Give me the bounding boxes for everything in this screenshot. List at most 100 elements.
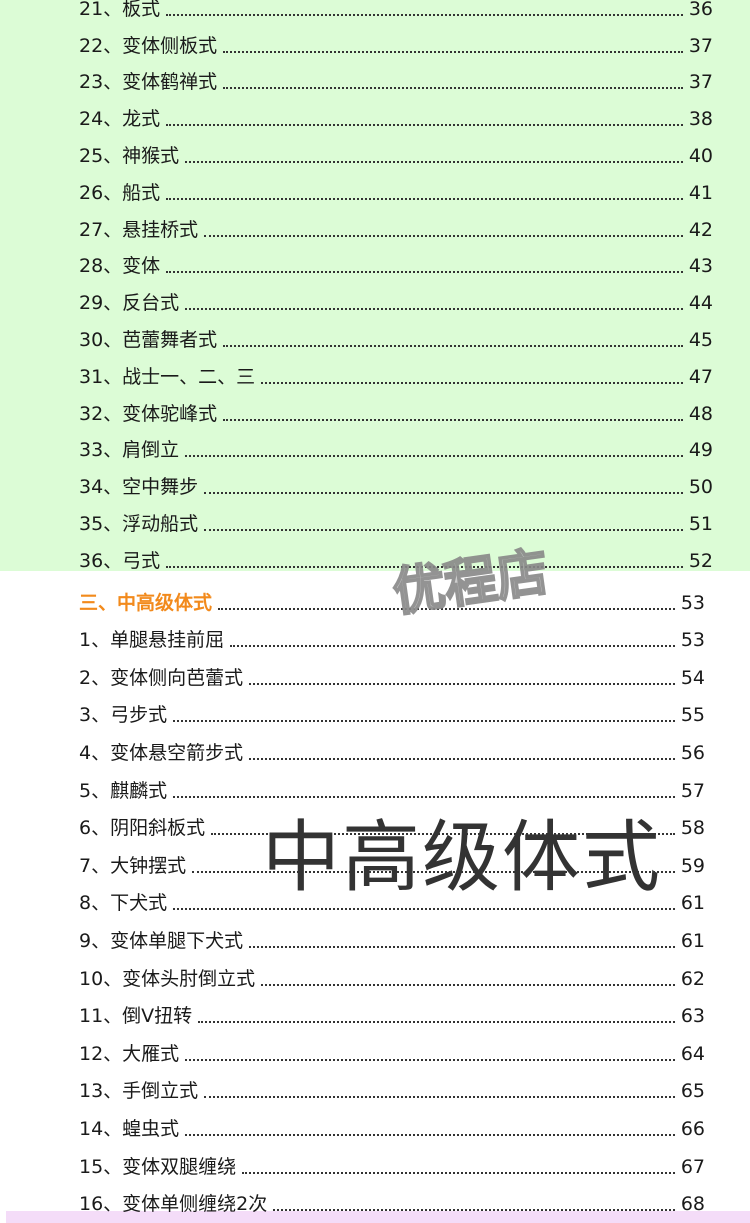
entry-label: 15、变体双腿缠绕 [79, 1155, 237, 1178]
toc-entry[interactable]: 35、浮动船式 51 [0, 499, 750, 536]
dot-leader [166, 197, 683, 200]
toc-entry[interactable]: 12、大雁式 64 [0, 1028, 750, 1066]
entry-page: 55 [680, 704, 705, 727]
dot-leader [173, 720, 675, 723]
dot-leader [249, 682, 675, 685]
entry-label: 2、变体侧向芭蕾式 [79, 666, 244, 689]
dot-leader [223, 50, 683, 53]
entry-page: 36 [688, 0, 713, 20]
toc-entry[interactable]: 5、麒麟式 57 [0, 765, 750, 803]
toc-section-heading[interactable]: 三、中高级体式 53 [0, 577, 750, 615]
toc-entry[interactable]: 6、阴阳斜板式 58 [0, 803, 750, 841]
entry-page: 49 [688, 439, 713, 462]
dot-leader [185, 455, 683, 458]
entry-label: 33、肩倒立 [79, 439, 180, 462]
entry-label: 9、变体单腿下犬式 [79, 929, 244, 952]
toc-entry[interactable]: 26、船式 41 [0, 168, 750, 205]
entry-page: 61 [680, 929, 705, 952]
toc-entry[interactable]: 36、弓式 52 [0, 536, 750, 573]
dot-leader [218, 607, 675, 610]
dot-leader [192, 870, 675, 873]
toc-entry[interactable]: 34、空中舞步 50 [0, 462, 750, 499]
toc-entry[interactable]: 9、变体单腿下犬式 61 [0, 915, 750, 953]
toc-entry[interactable]: 4、变体悬空箭步式 56 [0, 727, 750, 765]
dot-leader [204, 492, 683, 495]
toc-entry[interactable]: 23、变体鹤禅式 37 [0, 58, 750, 95]
entry-label: 36、弓式 [79, 549, 161, 572]
dot-leader [185, 1058, 675, 1061]
toc-entry[interactable]: 15、变体双腿缠绕 67 [0, 1141, 750, 1179]
entry-label: 3、弓步式 [79, 704, 168, 727]
entry-page: 48 [688, 402, 713, 425]
toc-entry[interactable]: 31、战士一、二、三 47 [0, 352, 750, 389]
entry-page: 53 [680, 629, 705, 652]
dot-leader [261, 381, 683, 384]
dot-leader [173, 795, 675, 798]
entry-label: 26、船式 [79, 181, 161, 204]
toc-entry[interactable]: 28、变体 43 [0, 242, 750, 279]
toc-entry[interactable]: 25、神猴式 40 [0, 131, 750, 168]
entry-page: 41 [688, 181, 713, 204]
entry-page: 64 [680, 1042, 705, 1065]
entry-page: 66 [680, 1117, 705, 1140]
toc-entry[interactable]: 11、倒V扭转 63 [0, 991, 750, 1029]
toc-entry[interactable]: 27、悬挂桥式 42 [0, 205, 750, 242]
toc-entry[interactable]: 8、下犬式 61 [0, 878, 750, 916]
entry-page: 52 [688, 549, 713, 572]
entry-label: 11、倒V扭转 [79, 1005, 193, 1028]
entry-page: 50 [688, 476, 713, 499]
entry-label: 31、战士一、二、三 [79, 365, 256, 388]
toc-bottom-list: 三、中高级体式 53 1、单腿悬挂前屈 53 2、变体侧向芭蕾式 54 3、弓步式 55 4… [0, 577, 750, 1216]
entry-page: 37 [688, 71, 713, 94]
entry-page: 57 [680, 779, 705, 802]
toc-entry[interactable]: 22、变体侧板式 37 [0, 21, 750, 58]
toc-entry[interactable]: 32、变体驼峰式 48 [0, 389, 750, 426]
dot-leader [173, 908, 675, 911]
dot-leader [185, 160, 683, 163]
dot-leader [211, 833, 675, 836]
entry-page: 45 [688, 328, 713, 351]
entry-label: 29、反台式 [79, 292, 180, 315]
dot-leader [249, 945, 675, 948]
entry-label: 35、浮动船式 [79, 512, 199, 535]
toc-entry[interactable]: 13、手倒立式 65 [0, 1066, 750, 1104]
toc-entry[interactable]: 24、龙式 38 [0, 94, 750, 131]
entry-label: 7、大钟摆式 [79, 854, 187, 877]
entry-page: 38 [688, 108, 713, 131]
entry-page: 59 [680, 854, 705, 877]
entry-page: 61 [680, 892, 705, 915]
toc-entry[interactable]: 3、弓步式 55 [0, 690, 750, 728]
entry-label: 27、悬挂桥式 [79, 218, 199, 241]
toc-entry[interactable]: 29、反台式 44 [0, 278, 750, 315]
entry-page: 63 [680, 1005, 705, 1028]
toc-entry[interactable]: 14、蝗虫式 66 [0, 1103, 750, 1141]
entry-label: 22、变体侧板式 [79, 34, 218, 57]
dot-leader [185, 1133, 675, 1136]
dot-leader [166, 565, 683, 568]
toc-entry[interactable]: 21、板式 36 [0, 0, 750, 21]
toc-entry[interactable]: 33、肩倒立 49 [0, 426, 750, 463]
toc-entry[interactable]: 2、变体侧向芭蕾式 54 [0, 652, 750, 690]
entry-page: 62 [680, 967, 705, 990]
entry-page: 65 [680, 1080, 705, 1103]
entry-page: 51 [688, 512, 713, 535]
entry-label: 14、蝗虫式 [79, 1117, 180, 1140]
entry-label: 30、芭蕾舞者式 [79, 328, 218, 351]
toc-entry[interactable]: 30、芭蕾舞者式 45 [0, 315, 750, 352]
overlay-title-watermark: 中高级体式 [262, 813, 663, 903]
entry-label: 24、龙式 [79, 108, 161, 131]
dot-leader [223, 87, 683, 90]
toc-entry[interactable]: 16、变体单侧缠绕2次 68 [0, 1179, 750, 1217]
entry-page: 37 [688, 34, 713, 57]
entry-label: 23、变体鹤禅式 [79, 71, 218, 94]
toc-entry[interactable]: 10、变体头肘倒立式 62 [0, 953, 750, 991]
entry-page: 42 [688, 218, 713, 241]
entry-label: 1、单腿悬挂前屈 [79, 629, 225, 652]
footer-band [6, 1211, 750, 1223]
dot-leader [261, 983, 675, 986]
dot-leader [230, 645, 675, 648]
dot-leader [166, 271, 683, 274]
toc-entry[interactable]: 7、大钟摆式 59 [0, 840, 750, 878]
dot-leader [198, 1021, 675, 1024]
toc-entry[interactable]: 1、单腿悬挂前屈 53 [0, 615, 750, 653]
